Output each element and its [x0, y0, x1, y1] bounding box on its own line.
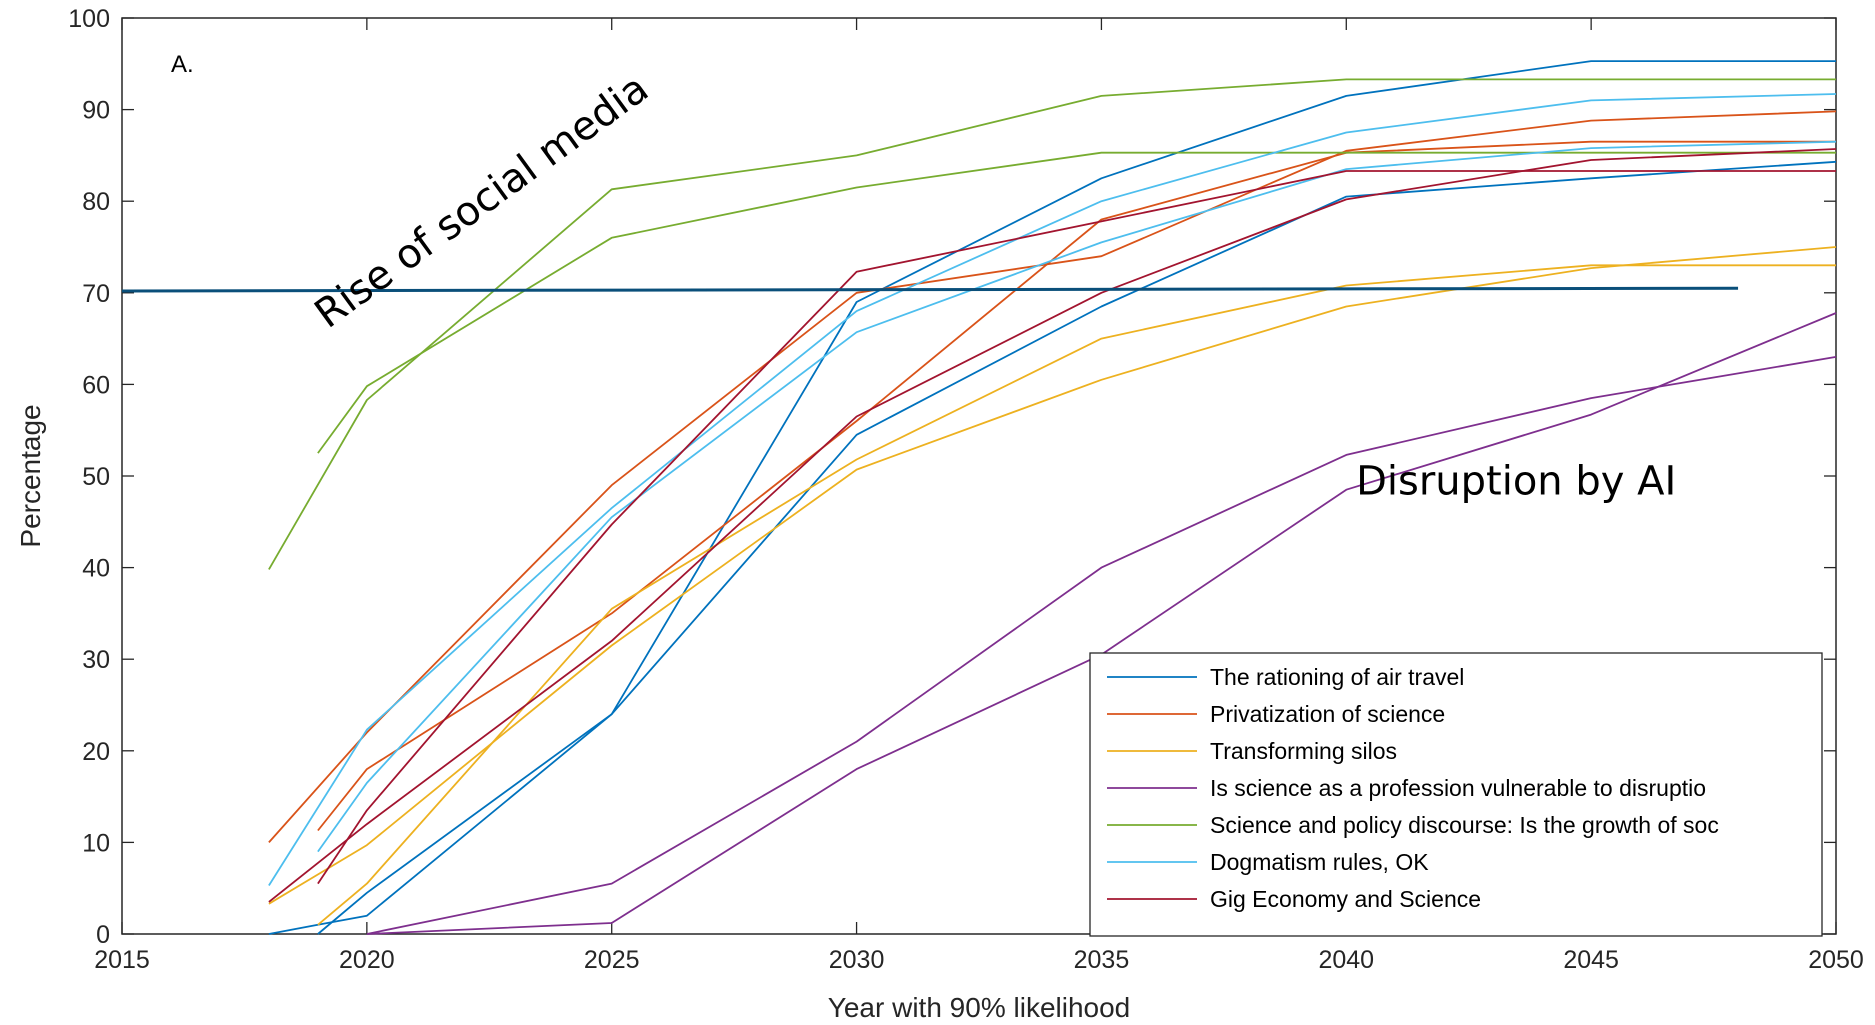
y-tick-label: 30: [82, 646, 110, 674]
series-line-0-0: [268, 60, 1836, 935]
y-tick-label: 70: [82, 280, 110, 308]
series-line-4-1: [317, 151, 1836, 454]
x-tick-label: 2030: [829, 946, 885, 974]
reference-line-group: [121, 286, 1739, 293]
y-tick-label: 80: [82, 188, 110, 216]
x-tick-label: 2045: [1563, 946, 1619, 974]
x-tick-label: 2040: [1318, 946, 1374, 974]
annotation-1: Disruption by AI: [1356, 458, 1676, 504]
reference-line: [121, 286, 1739, 293]
legend-label: Transforming silos: [1210, 738, 1397, 764]
panel-label: A.: [171, 51, 194, 78]
series-line-1-0: [268, 110, 1837, 843]
x-axis-title: Year with 90% likelihood: [828, 992, 1131, 1023]
x-tick-labels: 2015 2020 2025 2030 2035 2040 2045 2050: [94, 946, 1864, 974]
series-line-0-1: [317, 160, 1837, 935]
y-tick-label: 0: [96, 921, 110, 949]
legend-label: The rationing of air travel: [1210, 664, 1464, 690]
y-tick-label: 10: [82, 829, 110, 857]
series-lines: [268, 60, 1837, 935]
y-tick-label: 100: [68, 5, 110, 33]
x-tick-label: 2025: [584, 946, 640, 974]
legend-label: Is science as a profession vulnerable to…: [1210, 775, 1706, 801]
y-tick-label: 90: [82, 97, 110, 125]
series-line-3-0: [366, 356, 1837, 935]
y-tick-labels: 0 10 20 30 40 50 60 70 80 90 100: [68, 5, 110, 949]
x-tick-label: 2015: [94, 946, 150, 974]
series-line-5-1: [317, 140, 1837, 853]
y-tick-label: 40: [82, 555, 110, 583]
series-line-6-1: [317, 170, 1836, 885]
x-tick-label: 2020: [339, 946, 395, 974]
x-tick-label: 2035: [1074, 946, 1130, 974]
legend: The rationing of air travel Privatization…: [1089, 652, 1823, 937]
legend-box: [1089, 652, 1823, 937]
legend-label: Gig Economy and Science: [1210, 886, 1481, 912]
y-axis-title: Percentage: [15, 404, 46, 547]
series-line-2-1: [268, 246, 1837, 905]
x-tick-label: 2050: [1808, 946, 1864, 974]
series-line-2-0: [317, 264, 1836, 926]
series-line-4-0: [268, 78, 1836, 570]
legend-label: Privatization of science: [1210, 701, 1445, 727]
y-tick-label: 20: [82, 738, 110, 766]
series-line-1-1: [317, 140, 1836, 832]
series-line-5-0: [268, 93, 1837, 886]
series-line-6-0: [268, 148, 1837, 903]
y-tick-label: 50: [82, 463, 110, 491]
legend-label: Dogmatism rules, OK: [1210, 849, 1429, 875]
y-tick-label: 60: [82, 371, 110, 399]
legend-label: Science and policy discourse: Is the gro…: [1210, 812, 1719, 838]
